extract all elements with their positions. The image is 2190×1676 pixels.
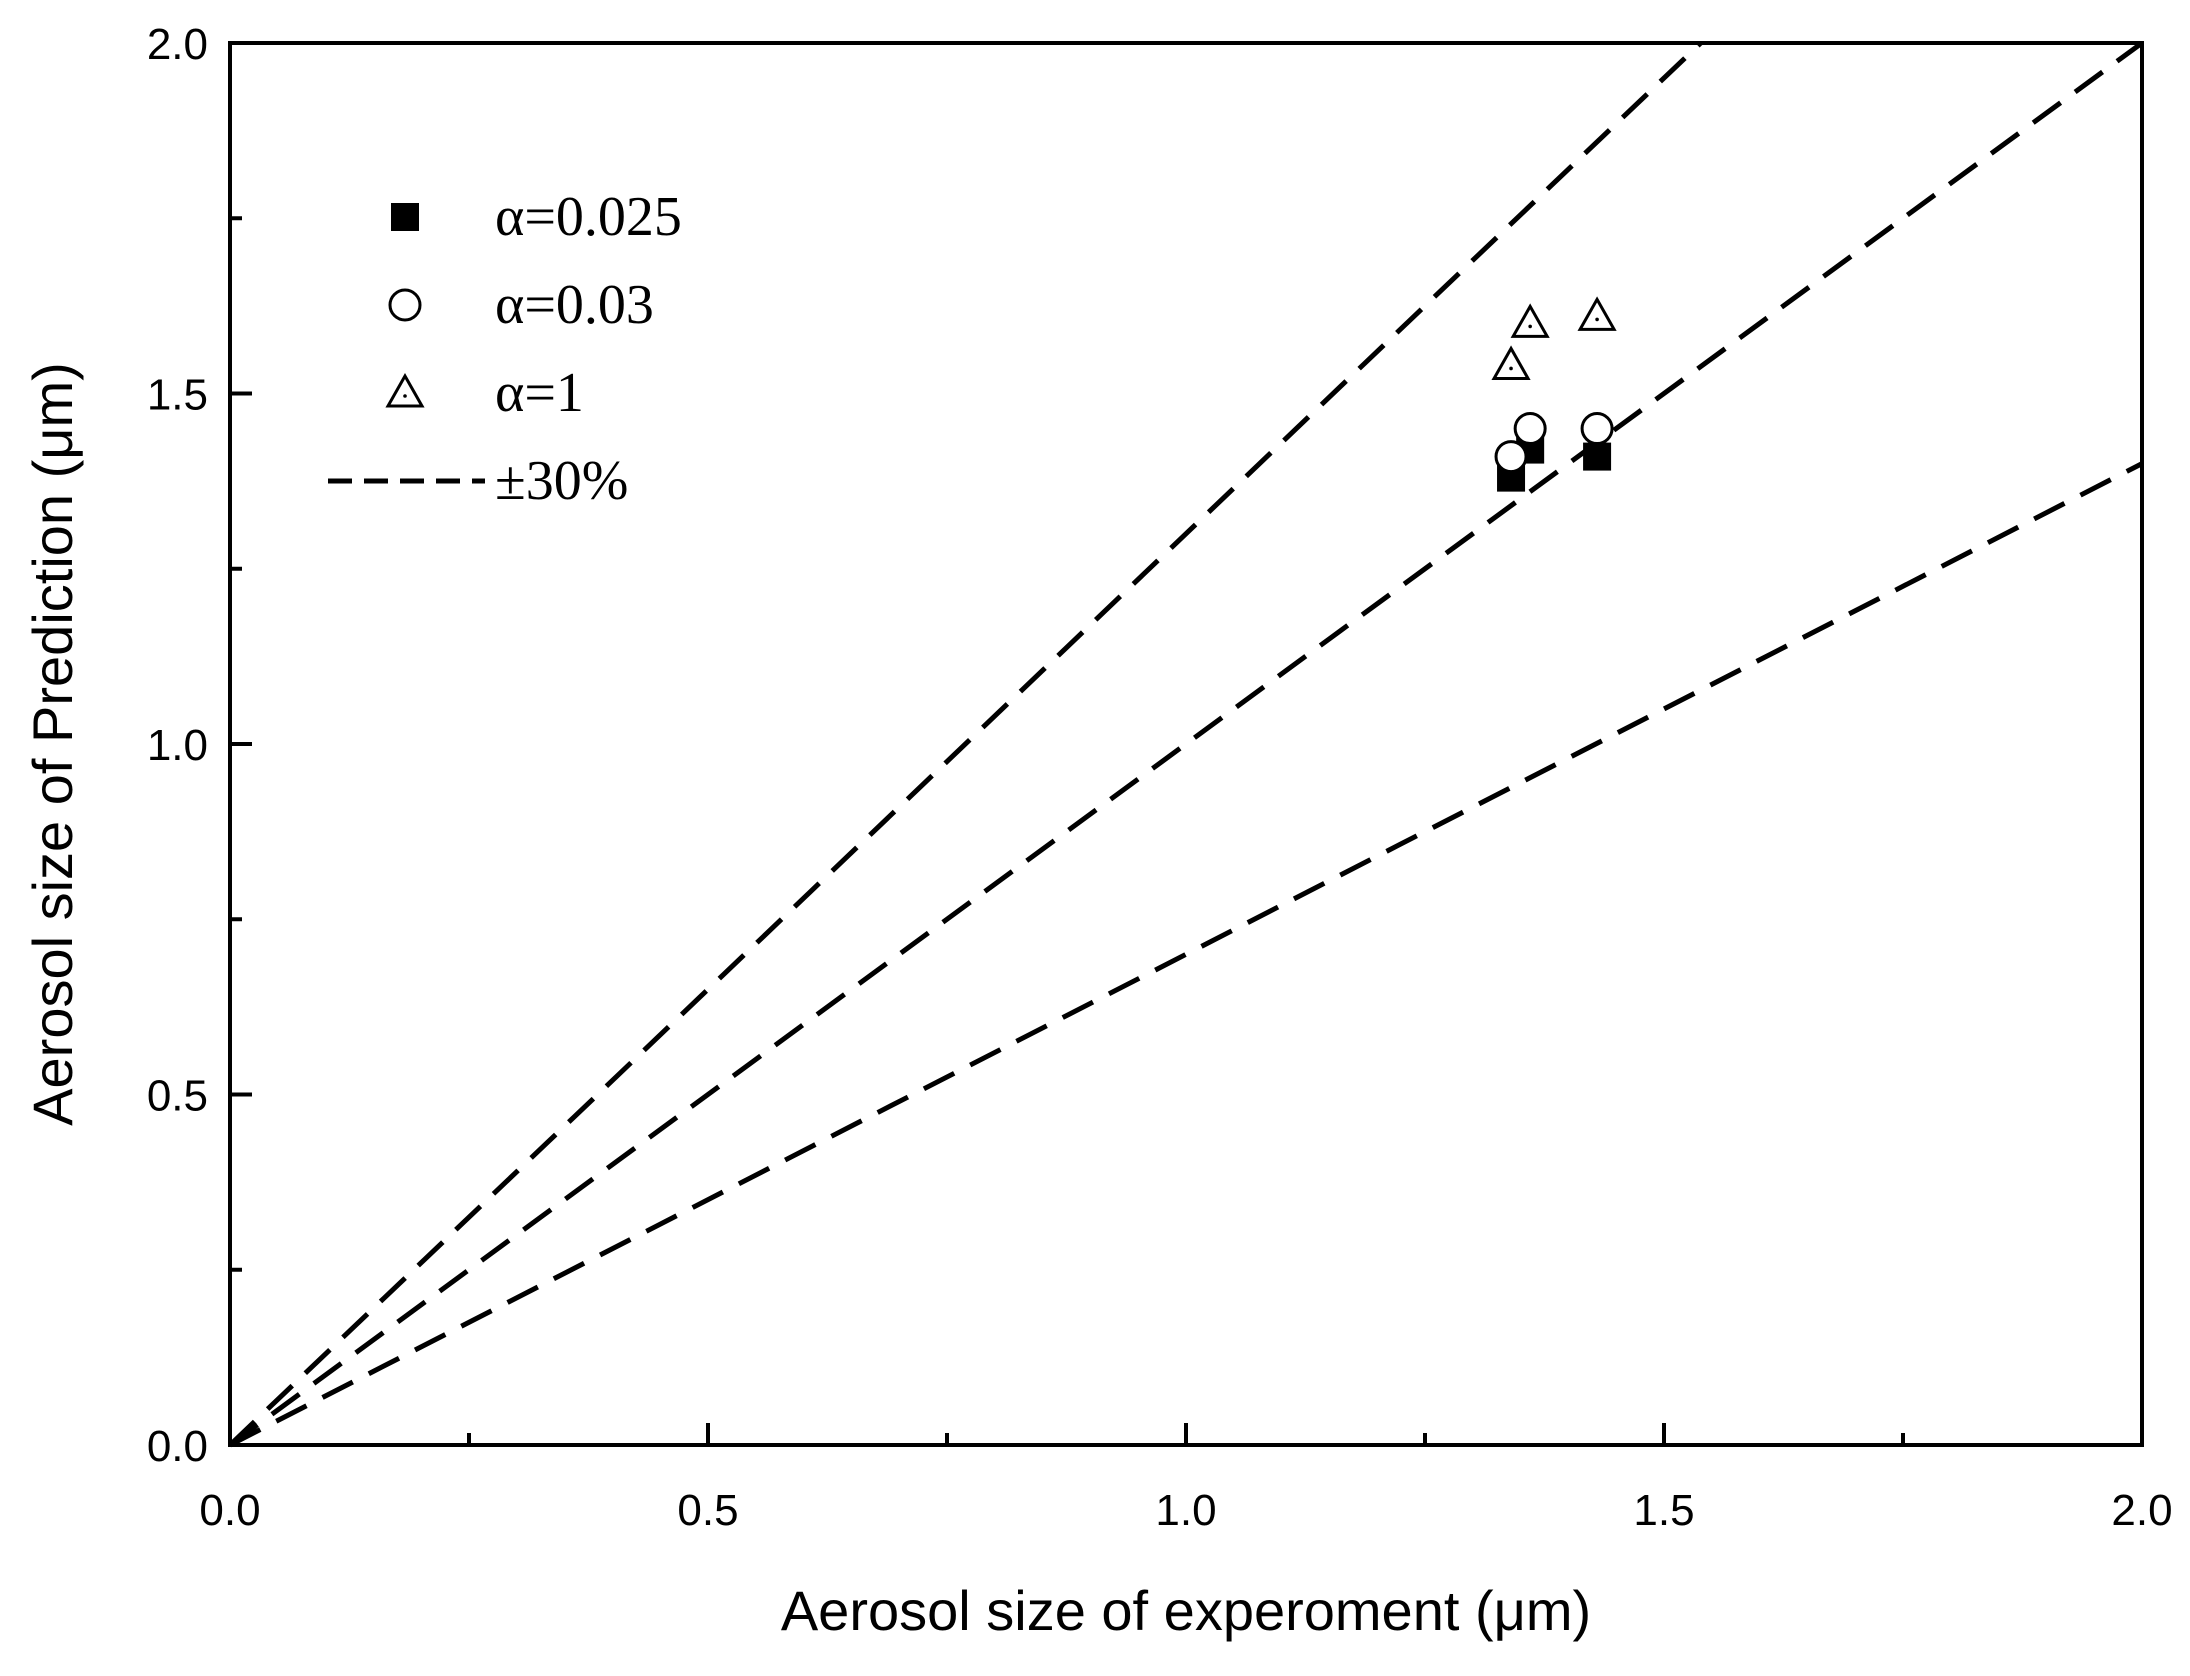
x-tick-label: 1.0 [1155,1486,1216,1535]
x-tick-label: 2.0 [2111,1486,2172,1535]
triangle-outline [385,372,425,408]
triangle-outline [1510,303,1550,338]
y-tick-label: 2.0 [147,20,208,69]
reference-lines [228,40,2144,1448]
legend-symbol [385,372,425,408]
legend-label: α=0.025 [495,186,682,248]
reference-line [228,461,2144,1448]
legend-label: α=1 [495,362,584,424]
y-tick-label: 0.0 [147,1422,208,1471]
x-axis-title: Aerosol size of experoment (μm) [781,1579,1591,1642]
reference-line [228,40,2144,1448]
legend-label: ±30% [495,450,628,512]
y-tick-label: 1.5 [147,371,208,420]
data-markers [1491,296,1617,492]
y-axis-title: Aerosol size of Prediction (μm) [21,362,84,1126]
x-tick-label: 0.0 [199,1486,260,1535]
triangle-dot [1509,366,1513,371]
legend-symbol [391,203,419,231]
data-point [1583,442,1612,471]
axis-ticks [228,41,2144,1447]
legend: α=0.025 α=0.03 α=1 ±30% [328,186,682,512]
legend-symbol [388,288,422,322]
y-tick-label: 0.5 [147,1072,208,1121]
plot-frame [228,41,2144,1447]
x-tick-label: 1.5 [1633,1486,1694,1535]
data-point [1577,296,1617,331]
legend-label: α=0.03 [495,274,654,336]
data-point [1580,412,1614,446]
data-point [1510,303,1550,338]
axis-tick-labels: 0.0 0.5 1.0 1.5 2.0 0.0 0.5 1.0 1.5 2.0 [147,20,2173,1535]
triangle-dot [1595,317,1599,322]
x-tick-label: 0.5 [677,1486,738,1535]
data-point [1491,345,1531,380]
triangle-dot [403,394,407,398]
data-point [1494,440,1528,474]
triangle-dot [1528,324,1532,329]
y-tick-label: 1.0 [147,721,208,770]
data-point [1513,412,1547,446]
reference-line [228,41,1703,1447]
triangle-outline [1577,296,1617,331]
triangle-outline [1491,345,1531,380]
